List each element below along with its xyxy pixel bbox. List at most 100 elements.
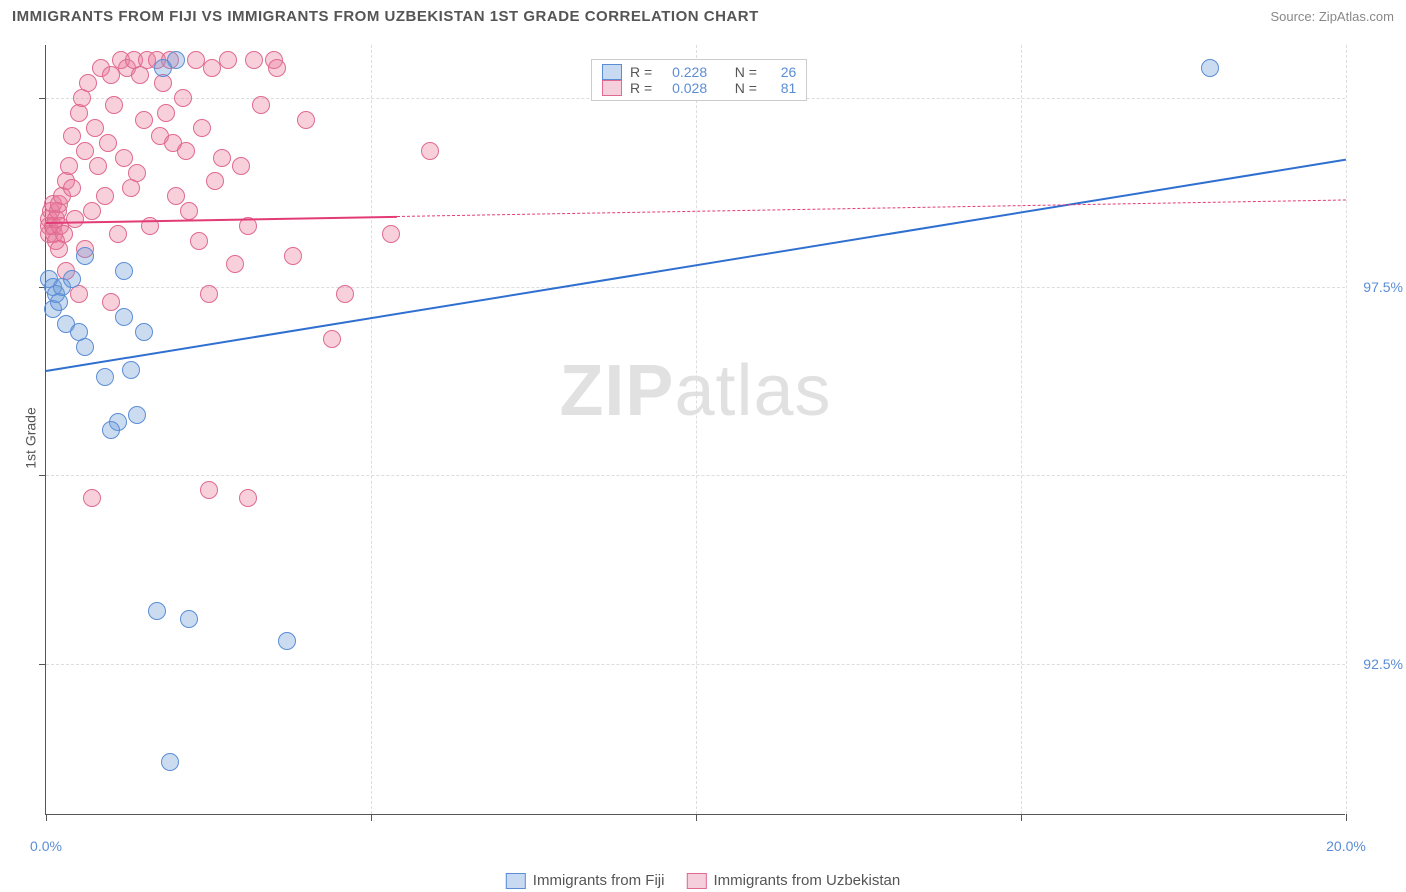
scatter-point-uzbekistan xyxy=(190,232,208,250)
scatter-point-uzbekistan xyxy=(63,179,81,197)
scatter-point-fiji xyxy=(161,753,179,771)
scatter-point-uzbekistan xyxy=(382,225,400,243)
scatter-point-uzbekistan xyxy=(200,481,218,499)
scatter-point-uzbekistan xyxy=(109,225,127,243)
y-axis-label: 1st Grade xyxy=(23,407,39,468)
scatter-point-fiji xyxy=(115,262,133,280)
scatter-point-fiji xyxy=(102,421,120,439)
ytick-mark xyxy=(39,475,46,476)
scatter-point-uzbekistan xyxy=(128,164,146,182)
ytick-label: 97.5% xyxy=(1348,279,1403,295)
scatter-point-uzbekistan xyxy=(206,172,224,190)
stats-legend-row: R = 0.028 N = 81 xyxy=(602,80,796,96)
scatter-point-uzbekistan xyxy=(252,96,270,114)
scatter-point-uzbekistan xyxy=(336,285,354,303)
scatter-point-uzbekistan xyxy=(245,51,263,69)
scatter-point-uzbekistan xyxy=(200,285,218,303)
ytick-mark xyxy=(39,664,46,665)
scatter-point-fiji xyxy=(122,361,140,379)
scatter-point-uzbekistan xyxy=(96,187,114,205)
scatter-point-uzbekistan xyxy=(83,202,101,220)
swatch-icon xyxy=(506,873,526,889)
scatter-point-uzbekistan xyxy=(232,157,250,175)
scatter-point-fiji xyxy=(76,338,94,356)
scatter-point-uzbekistan xyxy=(421,142,439,160)
scatter-point-uzbekistan xyxy=(167,187,185,205)
scatter-point-uzbekistan xyxy=(89,157,107,175)
scatter-point-uzbekistan xyxy=(60,157,78,175)
scatter-point-fiji xyxy=(135,323,153,341)
scatter-point-uzbekistan xyxy=(70,104,88,122)
ytick-mark xyxy=(39,98,46,99)
scatter-point-uzbekistan xyxy=(99,134,117,152)
stat-r-label: R = xyxy=(630,80,652,96)
gridline-vertical xyxy=(1021,45,1022,814)
swatch-icon xyxy=(602,64,622,80)
scatter-point-uzbekistan xyxy=(239,489,257,507)
scatter-point-uzbekistan xyxy=(284,247,302,265)
ytick-label: 92.5% xyxy=(1348,656,1403,672)
legend-label: Immigrants from Uzbekistan xyxy=(713,872,900,889)
chart-title: IMMIGRANTS FROM FIJI VS IMMIGRANTS FROM … xyxy=(12,8,759,25)
swatch-icon xyxy=(602,80,622,96)
scatter-point-uzbekistan xyxy=(180,202,198,220)
stat-n-value: 81 xyxy=(781,80,797,96)
legend-item-fiji: Immigrants from Fiji xyxy=(506,872,665,889)
legend-label: Immigrants from Fiji xyxy=(533,872,665,889)
stat-r-value: 0.028 xyxy=(672,80,707,96)
scatter-point-uzbekistan xyxy=(323,330,341,348)
stat-r-label: R = xyxy=(630,64,652,80)
source-attribution: Source: ZipAtlas.com xyxy=(1270,9,1394,24)
scatter-point-uzbekistan xyxy=(226,255,244,273)
xtick-mark xyxy=(46,814,47,821)
stat-r-value: 0.228 xyxy=(672,64,707,80)
scatter-point-uzbekistan xyxy=(213,149,231,167)
scatter-point-uzbekistan xyxy=(66,210,84,228)
scatter-point-uzbekistan xyxy=(55,225,73,243)
xtick-label: 0.0% xyxy=(30,838,62,854)
scatter-point-fiji xyxy=(154,59,172,77)
stat-n-value: 26 xyxy=(781,64,797,80)
scatter-point-uzbekistan xyxy=(102,66,120,84)
scatter-point-uzbekistan xyxy=(135,111,153,129)
scatter-point-fiji xyxy=(180,610,198,628)
xtick-mark xyxy=(696,814,697,821)
scatter-point-fiji xyxy=(148,602,166,620)
scatter-point-uzbekistan xyxy=(105,96,123,114)
scatter-point-fiji xyxy=(115,308,133,326)
swatch-icon xyxy=(686,873,706,889)
xtick-mark xyxy=(371,814,372,821)
scatter-point-fiji xyxy=(96,368,114,386)
stats-legend: R = 0.228 N = 26R = 0.028 N = 81 xyxy=(591,59,807,101)
gridline-vertical xyxy=(371,45,372,814)
regression-line-uzbekistan-dashed xyxy=(397,200,1346,218)
scatter-point-uzbekistan xyxy=(193,119,211,137)
chart-container: 1st Grade ZIPatlas 92.5%97.5%0.0%20.0%R … xyxy=(10,35,1396,855)
scatter-point-uzbekistan xyxy=(157,104,175,122)
scatter-point-uzbekistan xyxy=(297,111,315,129)
plot-area: ZIPatlas 92.5%97.5%0.0%20.0%R = 0.228 N … xyxy=(45,45,1345,815)
scatter-point-fiji xyxy=(278,632,296,650)
scatter-point-uzbekistan xyxy=(83,489,101,507)
legend-item-uzbekistan: Immigrants from Uzbekistan xyxy=(686,872,900,889)
scatter-point-uzbekistan xyxy=(203,59,221,77)
stat-n-label: N = xyxy=(735,64,757,80)
scatter-point-uzbekistan xyxy=(86,119,104,137)
scatter-point-uzbekistan xyxy=(102,293,120,311)
scatter-point-uzbekistan xyxy=(76,142,94,160)
xtick-label: 20.0% xyxy=(1326,838,1366,854)
scatter-point-fiji xyxy=(128,406,146,424)
xtick-mark xyxy=(1346,814,1347,821)
scatter-point-uzbekistan xyxy=(174,89,192,107)
scatter-point-fiji xyxy=(63,270,81,288)
stat-n-label: N = xyxy=(735,80,757,96)
stats-legend-row: R = 0.228 N = 26 xyxy=(602,64,796,80)
bottom-legend: Immigrants from Fiji Immigrants from Uzb… xyxy=(506,872,900,889)
scatter-point-uzbekistan xyxy=(219,51,237,69)
scatter-point-uzbekistan xyxy=(79,74,97,92)
scatter-point-fiji xyxy=(1201,59,1219,77)
scatter-point-uzbekistan xyxy=(177,142,195,160)
gridline-vertical xyxy=(696,45,697,814)
scatter-point-uzbekistan xyxy=(268,59,286,77)
scatter-point-uzbekistan xyxy=(115,149,133,167)
